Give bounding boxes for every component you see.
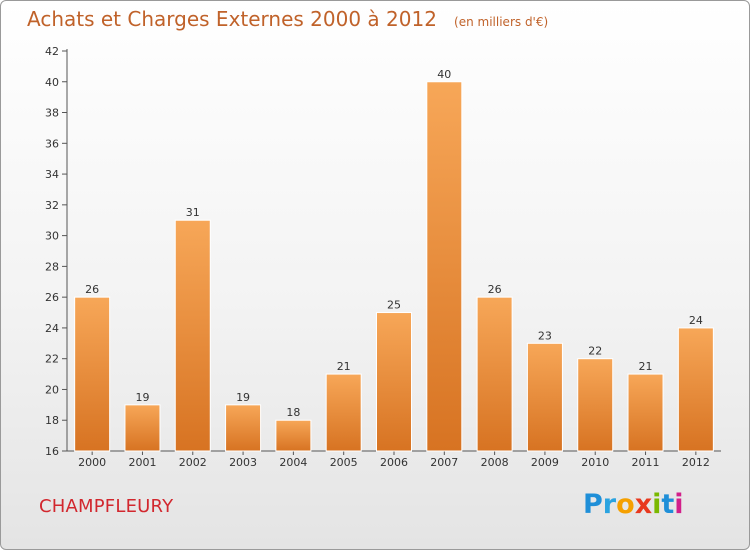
y-tick-label: 16: [45, 445, 59, 458]
logo-letter: i: [652, 489, 662, 520]
data-label: 21: [337, 360, 351, 373]
bar: [577, 358, 614, 452]
y-tick-label: 24: [45, 322, 59, 335]
x-tick-label: 2010: [581, 456, 609, 469]
bar: [476, 296, 513, 452]
data-label: 23: [538, 329, 552, 342]
bar: [174, 219, 211, 452]
x-tick-label: 2007: [430, 456, 458, 469]
logo-letter: r: [602, 489, 617, 520]
chart-unit-note: (en milliers d'€): [454, 15, 549, 29]
data-label: 21: [639, 360, 653, 373]
x-tick-label: 2000: [78, 456, 106, 469]
chart-title: Achats et Charges Externes 2000 à 2012: [27, 7, 437, 31]
y-tick-label: 30: [45, 230, 59, 243]
chart-axes: 16 18 20 22 24 26 28 30 32 34 36 38 40 42: [45, 45, 721, 458]
chart-bars: [74, 81, 714, 452]
logo-letter: i: [674, 489, 684, 520]
bar: [627, 373, 664, 452]
data-label: 19: [135, 391, 149, 404]
bar: [526, 342, 563, 452]
place-name: CHAMPFLEURY: [39, 496, 174, 517]
x-tick-label: 2009: [531, 456, 559, 469]
x-tick-label: 2011: [632, 456, 660, 469]
logo-letter: o: [616, 489, 635, 520]
bar: [376, 312, 412, 452]
y-tick-label: 32: [45, 199, 59, 212]
logo-letter: P: [583, 489, 603, 520]
x-tick-label: 2005: [330, 456, 358, 469]
data-label: 26: [85, 283, 99, 296]
y-tick-label: 34: [45, 168, 59, 181]
bar: [426, 81, 463, 452]
chart-title-row: Achats et Charges Externes 2000 à 2012 (…: [27, 7, 548, 31]
y-tick-label: 42: [45, 45, 59, 58]
data-label: 19: [236, 391, 250, 404]
x-tick-label: 2002: [179, 456, 207, 469]
proxiti-logo[interactable]: Proxiti: [583, 489, 684, 520]
bar: [677, 327, 714, 452]
y-tick-label: 26: [45, 291, 59, 304]
x-tick-label: 2003: [229, 456, 257, 469]
bar: [225, 404, 262, 452]
y-tick-label: 20: [45, 383, 59, 396]
bar: [74, 296, 111, 452]
x-tick-label: 2012: [682, 456, 710, 469]
data-label: 18: [286, 406, 300, 419]
data-label: 40: [437, 68, 451, 81]
y-tick-label: 38: [45, 107, 59, 120]
bar: [275, 419, 312, 452]
bar: [124, 404, 161, 452]
chart-labels: 2000 26 2001 19 2002 31 2003 19 2004 18 2005 21 2006…: [78, 68, 710, 469]
y-tick-label: 36: [45, 137, 59, 150]
y-tick-label: 22: [45, 353, 59, 366]
logo-letter: t: [661, 489, 675, 520]
data-label: 26: [488, 283, 502, 296]
data-label: 31: [186, 206, 200, 219]
data-label: 22: [588, 345, 602, 358]
x-tick-label: 2004: [279, 456, 307, 469]
x-tick-label: 2001: [128, 456, 156, 469]
y-tick-label: 28: [45, 260, 59, 273]
y-tick-label: 40: [45, 76, 59, 89]
bar: [325, 373, 362, 452]
x-tick-label: 2008: [481, 456, 509, 469]
x-tick-label: 2006: [380, 456, 408, 469]
y-tick-label: 18: [45, 414, 59, 427]
data-label: 25: [387, 299, 401, 312]
data-label: 24: [689, 314, 703, 327]
logo-letter: x: [634, 489, 653, 520]
